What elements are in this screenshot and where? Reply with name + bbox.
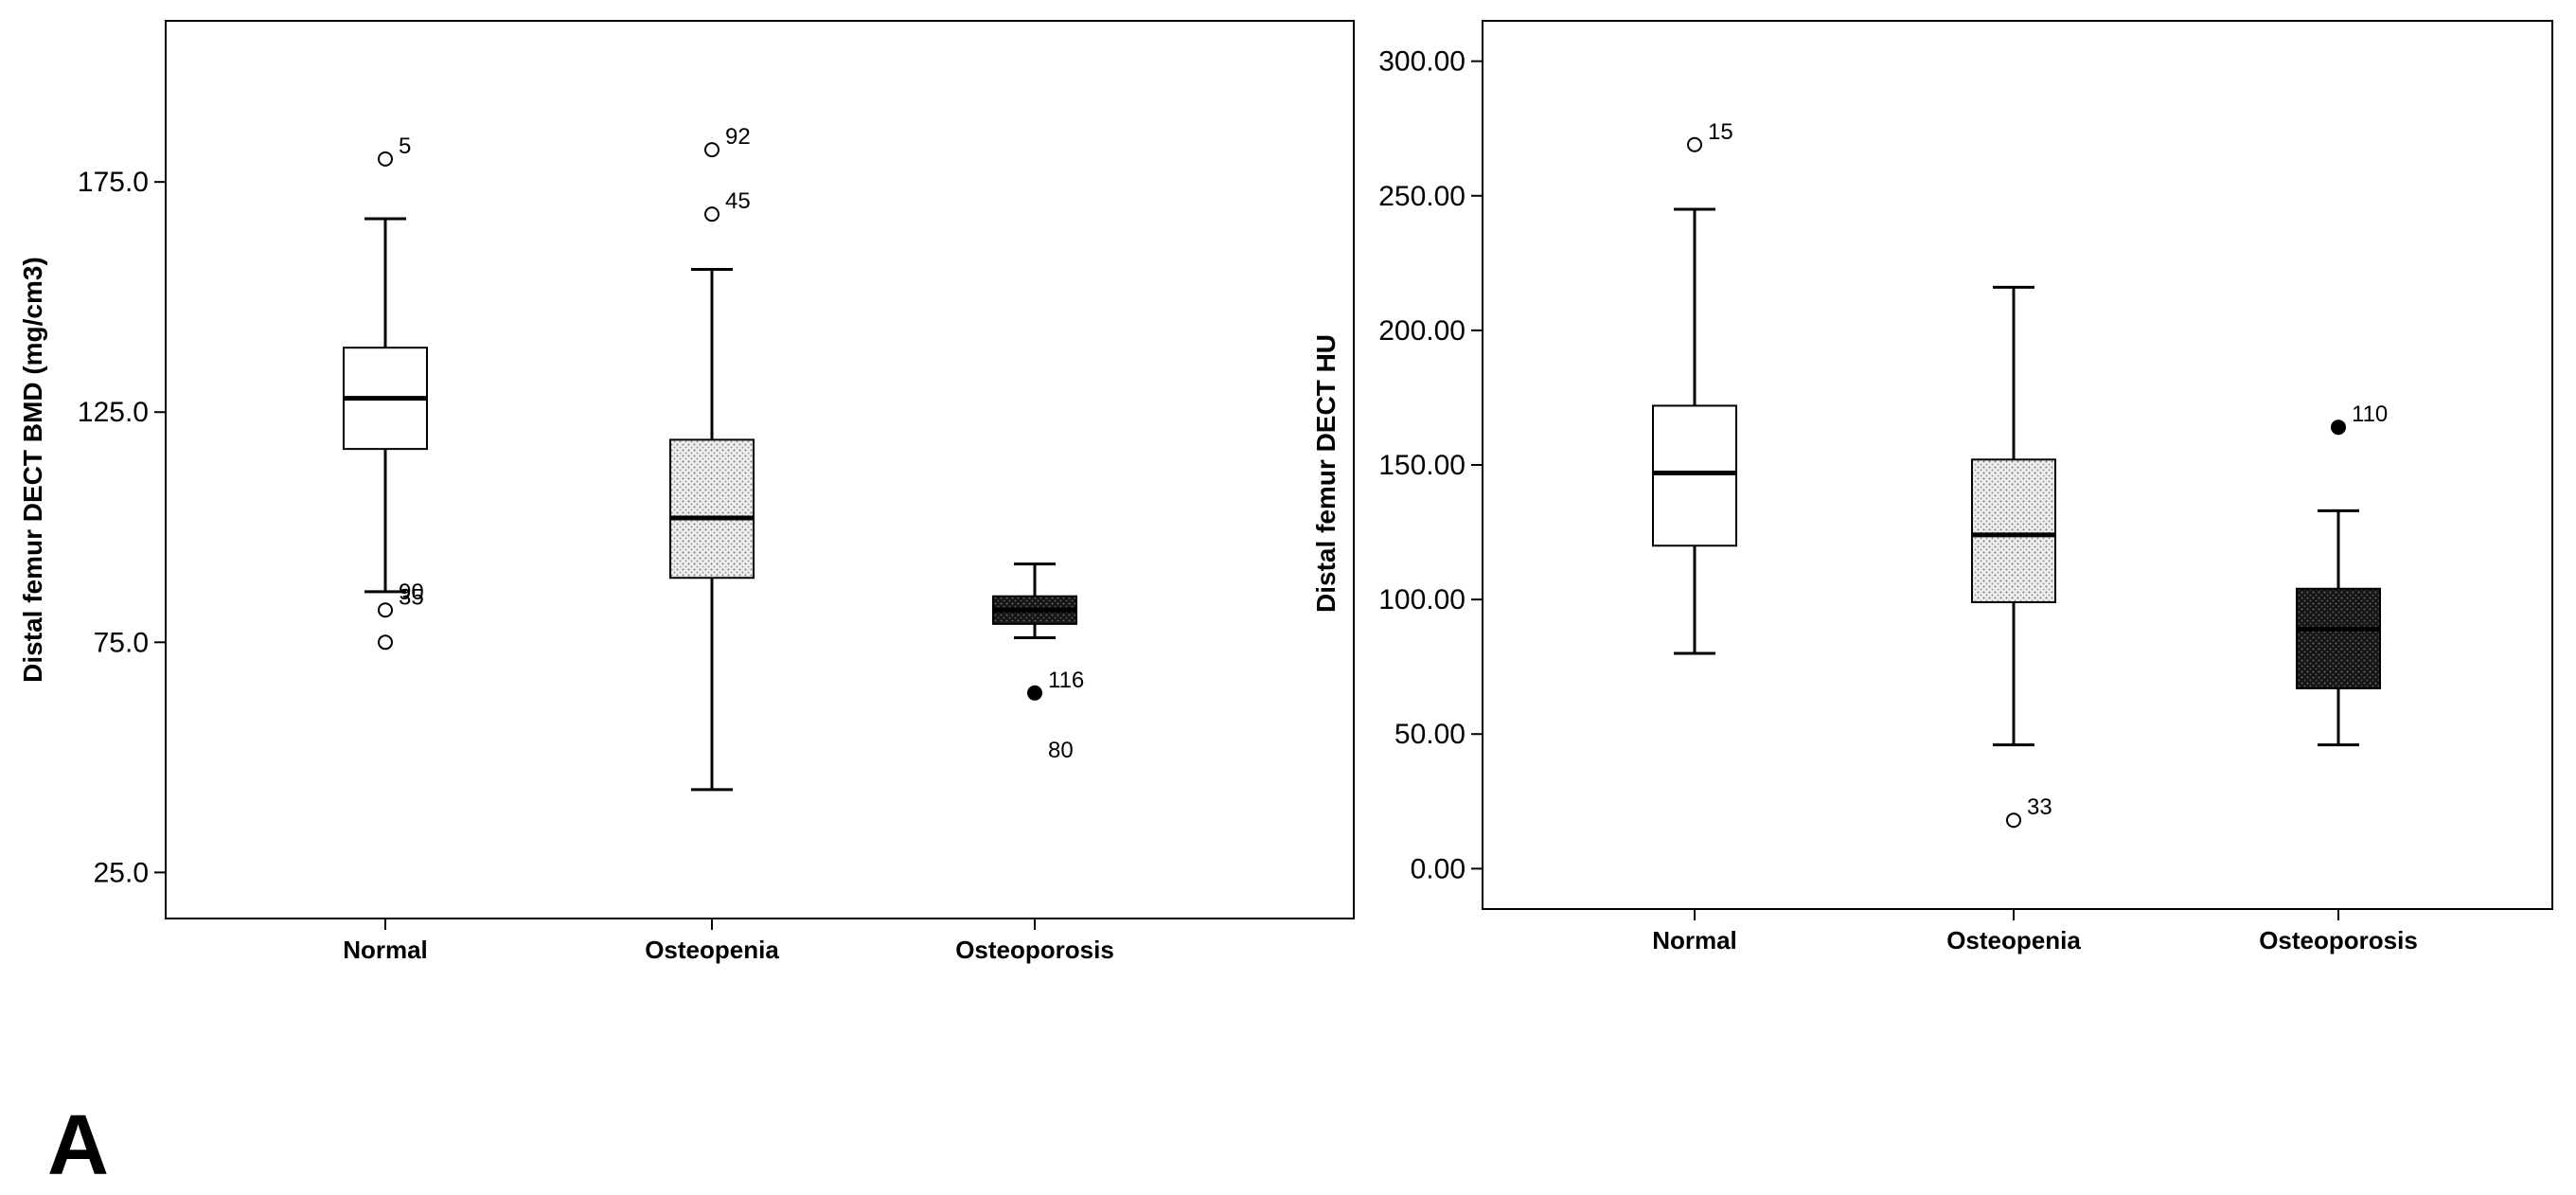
boxes: 15 33 110 [1652,119,2388,829]
x-tick-label: Normal [343,936,428,964]
case-label: 80 [1048,738,1074,763]
bmd-boxplot: Distal femur DECT BMD (mg/cm3) 25.0 75.0 1… [18,20,1355,964]
y-tick-label: 175.0 [78,167,149,198]
x-tick-label: Osteoporosis [2259,926,2418,954]
y-axis-ticks: 0.00 50.00 100.00 150.00 200.00 250.00 300.00 [1378,46,1483,884]
y-tick-label: 200.00 [1378,315,1466,347]
outlier-point [1027,685,1042,701]
x-axis-labels: Normal Osteopenia Osteoporosis [343,919,1114,964]
y-tick-label: 50.00 [1395,719,1466,750]
box-osteopenia: 33 [1971,285,2056,829]
x-tick-label: Osteopenia [1946,926,2081,954]
box-osteoporosis: 110 [2296,401,2388,747]
x-tick-label: Normal [1652,926,1737,954]
iqr-box [2296,587,2381,689]
y-axis-ticks: 25.0 75.0 125.0 175.0 [78,167,166,888]
outlier-point [378,602,393,618]
x-axis-labels: Normal Osteopenia Osteoporosis [1652,909,2418,954]
outlier-point [378,151,393,167]
case-label: 90 [399,580,424,605]
outlier-label: 116 [1048,668,1084,693]
outlier-label: 110 [2352,401,2388,427]
y-axis-label: Distal femur DECT BMD (mg/cm3) [18,257,47,683]
y-tick-label: 125.0 [78,397,149,428]
outlier-label: 5 [399,134,411,159]
y-axis-label: Distal femur DECT HU [1311,334,1341,613]
outlier-label: 33 [2027,794,2052,820]
outlier-label: 15 [1708,119,1733,145]
iqr-box [669,438,755,580]
outlier-label: 92 [725,124,751,150]
iqr-box [1652,404,1737,547]
outlier-label: 45 [725,188,751,214]
outlier-point [704,206,720,223]
iqr-box [1971,458,2056,603]
box-osteopenia: 92 45 [669,124,755,792]
outlier-label: 35 [399,584,424,610]
y-tick-label: 250.00 [1378,181,1466,212]
y-tick-label: 300.00 [1378,46,1466,78]
outlier-point [1687,136,1702,152]
panel-label: A [47,1098,109,1193]
plot-frame [165,20,1355,919]
x-tick-label: Osteoporosis [955,936,1114,964]
outlier-point [2331,419,2346,436]
box-normal: 15 [1652,119,1737,655]
outlier-point [704,142,720,158]
box-osteoporosis: 116 80 [992,562,1084,763]
y-tick-label: 25.0 [94,857,149,888]
y-tick-label: 150.00 [1378,450,1466,481]
hu-boxplot: Distal femur DECT HU 0.0050.00100.00150.… [1311,20,2553,954]
outlier-point [378,634,393,651]
y-tick-label: 100.00 [1378,584,1466,615]
x-tick-label: Osteopenia [645,936,779,964]
y-tick-label: 0.00 [1411,853,1466,884]
outlier-point [2006,812,2021,829]
y-tick-label: 75.0 [94,627,149,658]
